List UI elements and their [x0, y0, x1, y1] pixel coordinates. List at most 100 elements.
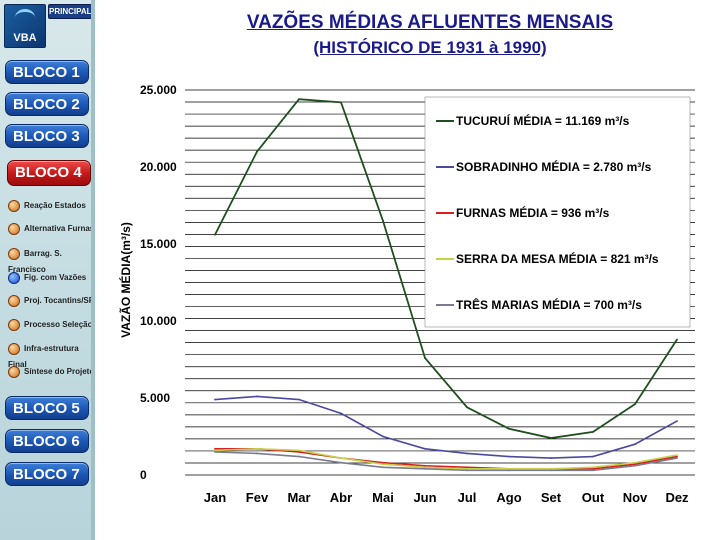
- series-lines: [214, 98, 678, 472]
- subitem-reacao-estados[interactable]: Reação Estados: [8, 198, 86, 214]
- data-point: [466, 469, 468, 472]
- legend-label: TUCURUÍ MÉDIA = 11.169 m³/s: [456, 113, 630, 128]
- y-tick-label: 20.000: [140, 160, 177, 174]
- series-line: [214, 98, 678, 439]
- data-point: [508, 467, 510, 470]
- x-tick-label: Mar: [287, 490, 310, 505]
- series-line: [214, 448, 678, 470]
- bloco-2-button[interactable]: BLOCO 2: [5, 92, 89, 116]
- subitem-alternativa-furnas[interactable]: Alternativa Furnas: [8, 221, 94, 237]
- data-point: [592, 466, 594, 469]
- data-point: [634, 461, 636, 464]
- data-point: [382, 435, 384, 438]
- x-tick-label: Fev: [246, 490, 269, 505]
- data-point: [214, 449, 216, 452]
- series-line: [214, 451, 678, 472]
- subitem-label: Infra-estrutura Final: [8, 344, 79, 369]
- chart-legend: TUCURUÍ MÉDIA = 11.169 m³/s SOBRADINHO MÉ…: [424, 96, 691, 328]
- y-tick-label: 10.000: [140, 314, 177, 328]
- data-point: [256, 452, 258, 455]
- data-point: [340, 412, 342, 415]
- x-tick-label: Dez: [665, 490, 689, 505]
- y-tick-label: 15.000: [140, 237, 177, 251]
- legend-label: SOBRADINHO MÉDIA = 2.780 m³/s: [456, 159, 652, 174]
- legend-label: TRÊS MARIAS MÉDIA = 700 m³/s: [456, 297, 642, 312]
- data-point: [466, 406, 468, 409]
- bloco-6-button[interactable]: BLOCO 6: [5, 429, 89, 453]
- bullet-icon: [8, 271, 20, 284]
- data-point: [256, 150, 258, 153]
- data-point: [466, 452, 468, 455]
- data-point: [214, 233, 216, 236]
- subitem-label: Barrag. S. Francisco: [8, 249, 62, 274]
- data-point: [676, 454, 678, 456]
- chart-subtitle: (HISTÓRICO DE 1931 à 1990): [313, 38, 547, 57]
- x-tick-label: Jul: [458, 490, 477, 505]
- data-point: [676, 457, 678, 459]
- subitem-label: Reação Estados: [24, 201, 86, 210]
- data-point: [550, 469, 552, 472]
- series-line: [214, 395, 678, 459]
- data-point: [592, 469, 594, 472]
- data-point: [382, 461, 384, 464]
- data-point: [592, 430, 594, 433]
- y-tick-label: 0: [140, 468, 147, 482]
- principal-button[interactable]: PRINCIPAL: [48, 4, 92, 19]
- y-axis-ticks: 0 5.000 10.000 15.000 20.000 25.000: [140, 83, 177, 482]
- data-point: [466, 467, 468, 470]
- y-tick-label: 25.000: [140, 83, 177, 97]
- data-point: [298, 455, 300, 458]
- data-point: [508, 469, 510, 472]
- bloco-3-button[interactable]: BLOCO 3: [5, 124, 89, 148]
- bullet-icon: [8, 294, 20, 307]
- data-point: [214, 398, 216, 401]
- x-axis-ticks: Jan Fev Mar Abr Mai Jun Jul Ago Set Out Nov Dez: [204, 490, 689, 505]
- logo-text: VBA: [13, 32, 37, 44]
- subitem-label: Processo Seleção: [24, 320, 93, 329]
- data-point: [256, 395, 258, 398]
- data-point: [466, 466, 468, 469]
- data-point: [298, 449, 300, 452]
- subitem-label: Proj. Tocantins/SF: [24, 296, 94, 305]
- subitem-label: Fig. com Vazões: [24, 273, 87, 282]
- data-point: [424, 466, 426, 469]
- bullet-icon: [8, 199, 20, 212]
- data-point: [676, 420, 678, 422]
- bloco-5-button[interactable]: BLOCO 5: [5, 396, 89, 420]
- bloco-1-button[interactable]: BLOCO 1: [5, 60, 89, 84]
- x-tick-label: Set: [541, 490, 562, 505]
- bullet-icon: [8, 247, 20, 260]
- data-point: [298, 451, 300, 453]
- subitem-fig-com-vazoes[interactable]: Fig. com Vazões: [8, 270, 86, 286]
- vba-logo[interactable]: VBA: [4, 4, 46, 48]
- data-point: [424, 447, 426, 450]
- subitem-barrag-sao-francisco[interactable]: Barrag. S. Francisco: [8, 246, 95, 274]
- bullet-icon: [8, 342, 20, 355]
- bloco-7-button[interactable]: BLOCO 7: [5, 462, 89, 486]
- data-point: [298, 398, 300, 401]
- subitem-label: Alternativa Furnas: [24, 224, 95, 233]
- subitem-proj-tocantins[interactable]: Proj. Tocantins/SF: [8, 293, 94, 309]
- x-tick-label: Abr: [330, 490, 352, 505]
- bloco-4-button[interactable]: BLOCO 4: [7, 160, 91, 186]
- subitem-processo-selecao[interactable]: Processo Seleção: [8, 317, 92, 333]
- y-axis-label: VAZÃO MÉDIA(m³/s): [118, 222, 133, 338]
- data-point: [634, 464, 636, 467]
- x-tick-label: Nov: [623, 490, 648, 505]
- data-point: [424, 464, 426, 467]
- bullet-icon: [8, 318, 20, 331]
- data-point: [424, 467, 426, 470]
- data-point: [214, 451, 216, 453]
- x-tick-label: Jan: [204, 490, 226, 505]
- data-point: [214, 447, 216, 450]
- x-tick-label: Jun: [413, 490, 436, 505]
- subitem-infra-estrutura[interactable]: Infra-estrutura Final: [8, 341, 95, 369]
- data-point: [550, 467, 552, 470]
- data-point: [550, 437, 552, 439]
- data-point: [508, 455, 510, 458]
- subitem-label: Síntese do Projeto: [24, 367, 95, 376]
- data-point: [340, 457, 342, 459]
- data-point: [676, 455, 678, 458]
- subitem-sintese-projeto[interactable]: Síntese do Projeto: [8, 364, 94, 380]
